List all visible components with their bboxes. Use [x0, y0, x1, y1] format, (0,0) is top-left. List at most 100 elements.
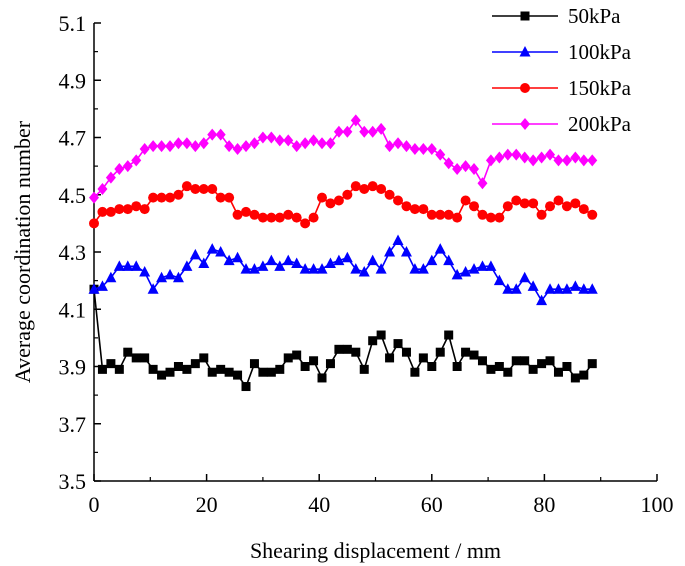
data-point: [587, 359, 597, 369]
data-point: [544, 283, 556, 294]
data-point: [333, 195, 344, 206]
data-point: [139, 266, 151, 277]
data-point: [215, 192, 226, 203]
data-point: [113, 260, 125, 271]
data-point: [570, 373, 580, 383]
data-point: [189, 248, 201, 260]
data-point: [198, 184, 209, 195]
data-point: [460, 266, 472, 277]
data-point: [359, 184, 370, 195]
data-point: [292, 350, 302, 360]
data-point: [510, 283, 522, 294]
data-point: [131, 353, 141, 363]
data-point: [300, 362, 310, 371]
data-point: [309, 356, 319, 366]
data-point: [502, 201, 513, 212]
data-point: [485, 154, 496, 167]
data-point: [122, 260, 134, 271]
data-point: [426, 254, 438, 266]
data-point: [257, 212, 268, 223]
data-point: [198, 137, 209, 150]
data-point: [249, 209, 260, 220]
data-point: [520, 356, 530, 366]
data-point: [545, 356, 555, 366]
x-tick-label: 100: [641, 492, 674, 517]
data-point: [375, 263, 387, 274]
series-150kPa: [89, 181, 598, 229]
y-tick-label: 4.5: [59, 183, 87, 208]
data-point: [165, 140, 176, 153]
data-point: [409, 204, 420, 215]
data-point: [460, 160, 471, 173]
data-point: [342, 189, 353, 200]
data-point: [317, 137, 328, 150]
data-point: [139, 142, 150, 155]
data-point: [359, 364, 369, 374]
data-point: [578, 154, 589, 167]
data-point: [223, 254, 235, 266]
legend-label: 100kPa: [568, 40, 632, 64]
series-50kPa: [89, 284, 597, 392]
data-point: [97, 206, 108, 217]
data-point: [537, 359, 547, 369]
x-axis-title: Shearing displacement / mm: [250, 538, 501, 563]
data-point: [257, 260, 269, 271]
data-point: [164, 268, 176, 280]
data-point: [157, 370, 167, 380]
data-point: [122, 204, 133, 215]
data-point: [562, 362, 572, 371]
x-tick-label: 40: [308, 492, 330, 517]
data-point: [578, 204, 589, 215]
data-point: [165, 192, 176, 203]
data-point: [232, 209, 243, 220]
data-point: [587, 209, 598, 220]
y-axis: 3.5 3.7 3.9 4.1 4.3 4.5 4.7 4.9 5.1: [59, 11, 101, 494]
data-point: [358, 266, 370, 277]
data-point: [173, 189, 184, 200]
y-tick-label: 5.1: [59, 11, 87, 36]
data-point: [376, 122, 387, 135]
data-point: [224, 140, 235, 153]
data-point: [249, 359, 259, 369]
data-point: [156, 192, 167, 203]
data-point: [418, 204, 429, 215]
data-point: [553, 195, 564, 206]
data-point: [308, 212, 319, 223]
data-point: [342, 125, 353, 138]
data-point: [123, 347, 133, 357]
data-point: [274, 212, 285, 223]
data-point: [511, 356, 521, 366]
data-point: [569, 280, 581, 291]
data-point: [283, 209, 294, 220]
y-tick-label: 4.7: [59, 126, 87, 151]
data-point: [206, 243, 218, 254]
legend-item-50kPa: 50kPa: [492, 4, 621, 28]
data-point: [88, 283, 100, 294]
data-point: [401, 140, 412, 153]
data-point: [486, 364, 496, 374]
data-point: [241, 382, 251, 392]
data-point: [224, 367, 234, 377]
data-point: [536, 209, 547, 220]
data-point: [570, 198, 581, 209]
data-point: [215, 128, 226, 141]
data-point: [148, 364, 158, 374]
data-point: [291, 257, 303, 268]
data-point: [248, 263, 260, 274]
data-point: [469, 350, 479, 360]
y-tick-label: 3.5: [59, 469, 87, 494]
data-point: [553, 154, 564, 167]
data-point: [409, 142, 420, 155]
y-tick-label: 4.9: [59, 68, 87, 93]
data-point: [207, 367, 217, 377]
data-point: [570, 151, 581, 164]
legend-marker: [520, 118, 530, 130]
data-point: [452, 362, 462, 371]
data-point: [435, 148, 446, 161]
data-point: [96, 280, 108, 291]
data-point: [427, 362, 437, 371]
data-point: [502, 283, 514, 294]
data-point: [435, 347, 445, 357]
data-point: [477, 356, 487, 366]
series-layer: [88, 114, 598, 392]
